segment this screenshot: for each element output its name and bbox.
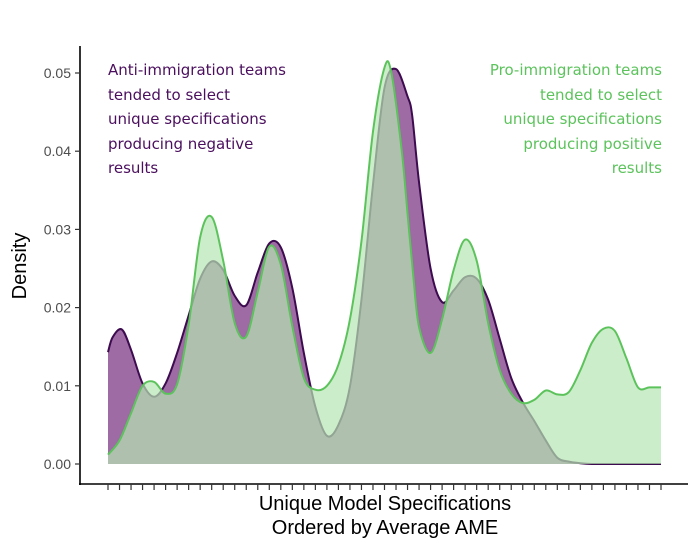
annotation-line: producing positive <box>523 134 662 153</box>
x-axis-label-line-2: Ordered by Average AME <box>272 517 498 539</box>
annotation-line: unique specifications <box>108 110 267 128</box>
y-tick-label: 0.00 <box>44 456 71 472</box>
annotation-line: Pro-immigration teams <box>489 61 662 79</box>
x-axis-label-line-1: Unique Model Specifications <box>259 493 511 515</box>
annotation-line: Anti-immigration teams <box>108 61 286 79</box>
annotation-pro-immigration: Pro-immigration teams tended to select u… <box>440 58 662 181</box>
y-tick-label: 0.02 <box>44 300 71 316</box>
y-tick-label: 0.03 <box>44 221 71 237</box>
annotation-line: unique specifications <box>503 110 662 128</box>
density-area-series-2 <box>108 61 661 465</box>
annotation-line: tended to select <box>108 85 231 104</box>
y-axis-label: Density <box>9 233 31 300</box>
x-axis <box>79 483 688 490</box>
annotation-line: producing negative <box>108 134 254 153</box>
annotation-anti-immigration: Anti-immigration teams tended to select … <box>108 58 286 181</box>
y-tick-label: 0.05 <box>44 65 71 81</box>
annotation-line: tended to select <box>539 85 662 104</box>
annotation-line: results <box>108 159 159 177</box>
y-tick-label: 0.04 <box>44 143 71 159</box>
density-areas <box>107 60 661 466</box>
annotation-line: results <box>611 159 662 177</box>
density-line-series-2 <box>107 60 661 456</box>
y-axis: 0.00 0.01 0.02 0.03 0.04 0.05 <box>44 46 81 485</box>
y-tick-label: 0.01 <box>44 378 71 394</box>
